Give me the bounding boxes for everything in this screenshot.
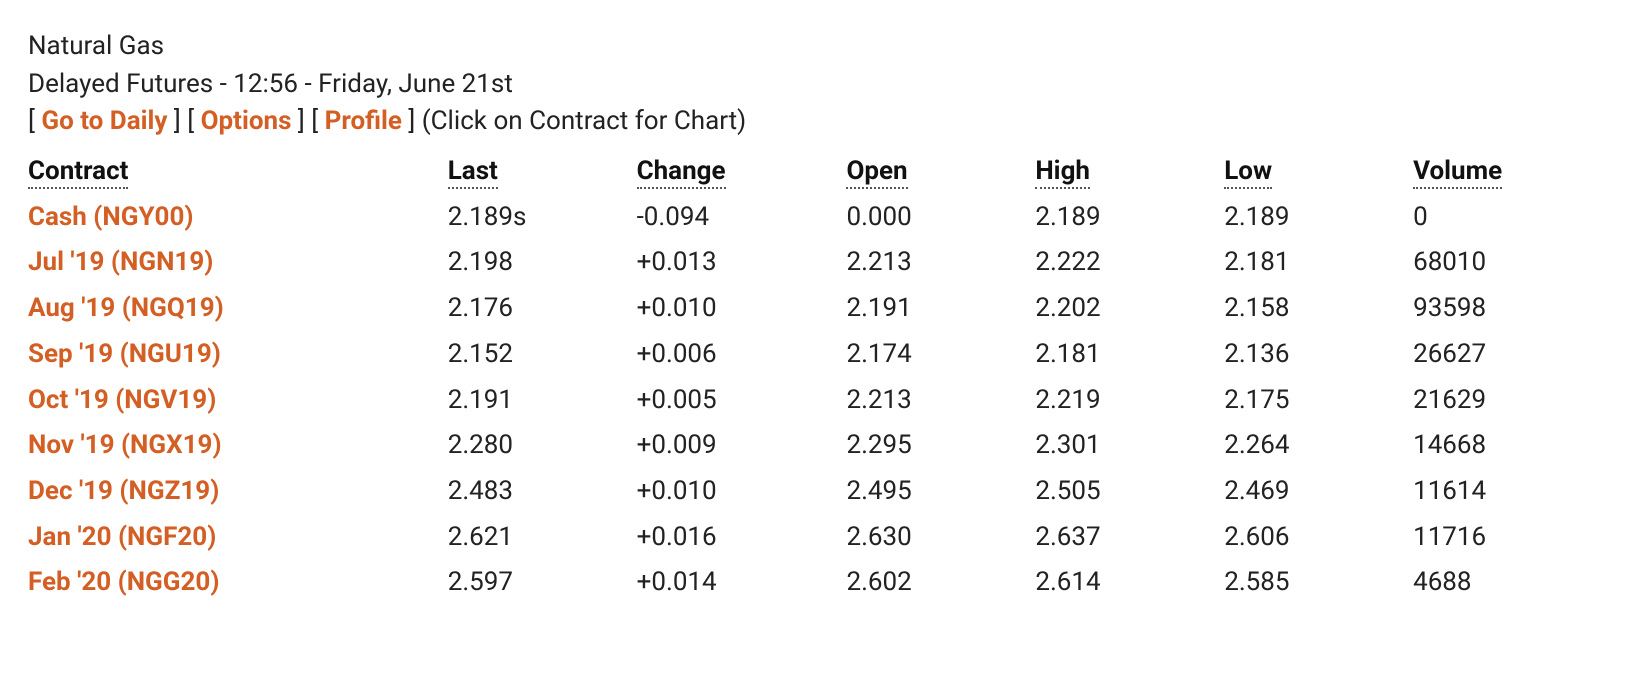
options-link[interactable]: Options bbox=[201, 106, 292, 136]
cell-volume: 4688 bbox=[1413, 560, 1602, 606]
table-row: Aug '19 (NGQ19) 2.176+0.0102.1912.2022.15… bbox=[28, 286, 1602, 332]
cell-volume: 21629 bbox=[1413, 378, 1602, 424]
cell-last: 2.198 bbox=[448, 240, 637, 286]
table-row: Jan '20 (NGF20) 2.621+0.0162.6302.6372.60… bbox=[28, 515, 1602, 561]
cell-contract: Feb '20 (NGG20) bbox=[28, 560, 448, 606]
col-header-contract[interactable]: Contract bbox=[28, 149, 448, 195]
cell-low: 2.136 bbox=[1224, 332, 1413, 378]
contract-link[interactable]: Sep '19 (NGU19) bbox=[28, 339, 221, 369]
cell-last: 2.621 bbox=[448, 515, 637, 561]
profile-link[interactable]: Profile bbox=[325, 106, 402, 136]
cell-high: 2.614 bbox=[1035, 560, 1224, 606]
cell-change: +0.016 bbox=[637, 515, 847, 561]
cell-last: 2.483 bbox=[448, 469, 637, 515]
go-to-daily-link[interactable]: Go to Daily bbox=[41, 106, 167, 136]
cell-contract: Dec '19 (NGZ19) bbox=[28, 469, 448, 515]
cell-last: 2.152 bbox=[448, 332, 637, 378]
cell-volume: 68010 bbox=[1413, 240, 1602, 286]
cell-high: 2.505 bbox=[1035, 469, 1224, 515]
contract-link[interactable]: Oct '19 (NGV19) bbox=[28, 385, 216, 415]
cell-high: 2.189 bbox=[1035, 195, 1224, 241]
table-row: Oct '19 (NGV19) 2.191+0.0052.2132.2192.17… bbox=[28, 378, 1602, 424]
col-header-high[interactable]: High bbox=[1035, 149, 1224, 195]
link-row: [ Go to Daily ] [ Options ] [ Profile ] … bbox=[28, 103, 1602, 141]
cell-volume: 11614 bbox=[1413, 469, 1602, 515]
contract-link[interactable]: Jul '19 (NGN19) bbox=[28, 247, 213, 277]
cell-high: 2.181 bbox=[1035, 332, 1224, 378]
cell-last: 2.597 bbox=[448, 560, 637, 606]
cell-open: 2.602 bbox=[846, 560, 1035, 606]
col-header-volume[interactable]: Volume bbox=[1413, 149, 1602, 195]
cell-open: 0.000 bbox=[846, 195, 1035, 241]
col-header-change[interactable]: Change bbox=[637, 149, 847, 195]
cell-last: 2.280 bbox=[448, 423, 637, 469]
page-subtitle: Delayed Futures - 12:56 - Friday, June 2… bbox=[28, 66, 1602, 104]
contract-link[interactable]: Cash (NGY00) bbox=[28, 202, 194, 232]
table-row: Nov '19 (NGX19) 2.280+0.0092.2952.3012.26… bbox=[28, 423, 1602, 469]
cell-open: 2.295 bbox=[846, 423, 1035, 469]
table-row: Sep '19 (NGU19) 2.152+0.0062.1742.1812.13… bbox=[28, 332, 1602, 378]
cell-high: 2.637 bbox=[1035, 515, 1224, 561]
cell-open: 2.495 bbox=[846, 469, 1035, 515]
cell-high: 2.202 bbox=[1035, 286, 1224, 332]
cell-volume: 26627 bbox=[1413, 332, 1602, 378]
table-row: Dec '19 (NGZ19) 2.483+0.0102.4952.5052.46… bbox=[28, 469, 1602, 515]
cell-contract: Jan '20 (NGF20) bbox=[28, 515, 448, 561]
cell-low: 2.606 bbox=[1224, 515, 1413, 561]
cell-change: +0.014 bbox=[637, 560, 847, 606]
cell-change: +0.005 bbox=[637, 378, 847, 424]
chart-hint: (Click on Contract for Chart) bbox=[422, 106, 746, 136]
cell-change: +0.010 bbox=[637, 469, 847, 515]
cell-change: +0.010 bbox=[637, 286, 847, 332]
cell-contract: Jul '19 (NGN19) bbox=[28, 240, 448, 286]
contract-link[interactable]: Jan '20 (NGF20) bbox=[28, 522, 216, 552]
cell-change: +0.013 bbox=[637, 240, 847, 286]
contract-link[interactable]: Aug '19 (NGQ19) bbox=[28, 293, 224, 323]
cell-low: 2.175 bbox=[1224, 378, 1413, 424]
cell-open: 2.174 bbox=[846, 332, 1035, 378]
cell-volume: 11716 bbox=[1413, 515, 1602, 561]
cell-contract: Nov '19 (NGX19) bbox=[28, 423, 448, 469]
cell-low: 2.189 bbox=[1224, 195, 1413, 241]
col-header-low[interactable]: Low bbox=[1224, 149, 1413, 195]
cell-high: 2.222 bbox=[1035, 240, 1224, 286]
futures-table: Contract Last Change Open High Low Volum… bbox=[28, 149, 1602, 606]
cell-open: 2.213 bbox=[846, 240, 1035, 286]
cell-last: 2.191 bbox=[448, 378, 637, 424]
cell-high: 2.219 bbox=[1035, 378, 1224, 424]
cell-volume: 93598 bbox=[1413, 286, 1602, 332]
cell-low: 2.585 bbox=[1224, 560, 1413, 606]
table-row: Feb '20 (NGG20) 2.597+0.0142.6022.6142.58… bbox=[28, 560, 1602, 606]
cell-contract: Oct '19 (NGV19) bbox=[28, 378, 448, 424]
col-header-last[interactable]: Last bbox=[448, 149, 637, 195]
cell-high: 2.301 bbox=[1035, 423, 1224, 469]
contract-link[interactable]: Feb '20 (NGG20) bbox=[28, 567, 219, 597]
page-title: Natural Gas bbox=[28, 28, 1602, 66]
cell-open: 2.191 bbox=[846, 286, 1035, 332]
cell-last: 2.176 bbox=[448, 286, 637, 332]
table-row: Jul '19 (NGN19) 2.198+0.0132.2132.2222.18… bbox=[28, 240, 1602, 286]
cell-contract: Sep '19 (NGU19) bbox=[28, 332, 448, 378]
contract-link[interactable]: Dec '19 (NGZ19) bbox=[28, 476, 219, 506]
cell-volume: 14668 bbox=[1413, 423, 1602, 469]
table-header-row: Contract Last Change Open High Low Volum… bbox=[28, 149, 1602, 195]
cell-low: 2.158 bbox=[1224, 286, 1413, 332]
cell-change: +0.009 bbox=[637, 423, 847, 469]
cell-low: 2.264 bbox=[1224, 423, 1413, 469]
cell-open: 2.630 bbox=[846, 515, 1035, 561]
cell-change: -0.094 bbox=[637, 195, 847, 241]
cell-low: 2.469 bbox=[1224, 469, 1413, 515]
table-row: Cash (NGY00)2.189s-0.0940.0002.1892.1890 bbox=[28, 195, 1602, 241]
cell-contract: Aug '19 (NGQ19) bbox=[28, 286, 448, 332]
col-header-open[interactable]: Open bbox=[846, 149, 1035, 195]
cell-volume: 0 bbox=[1413, 195, 1602, 241]
cell-last: 2.189s bbox=[448, 195, 637, 241]
contract-link[interactable]: Nov '19 (NGX19) bbox=[28, 430, 222, 460]
cell-contract: Cash (NGY00) bbox=[28, 195, 448, 241]
cell-low: 2.181 bbox=[1224, 240, 1413, 286]
cell-change: +0.006 bbox=[637, 332, 847, 378]
cell-open: 2.213 bbox=[846, 378, 1035, 424]
